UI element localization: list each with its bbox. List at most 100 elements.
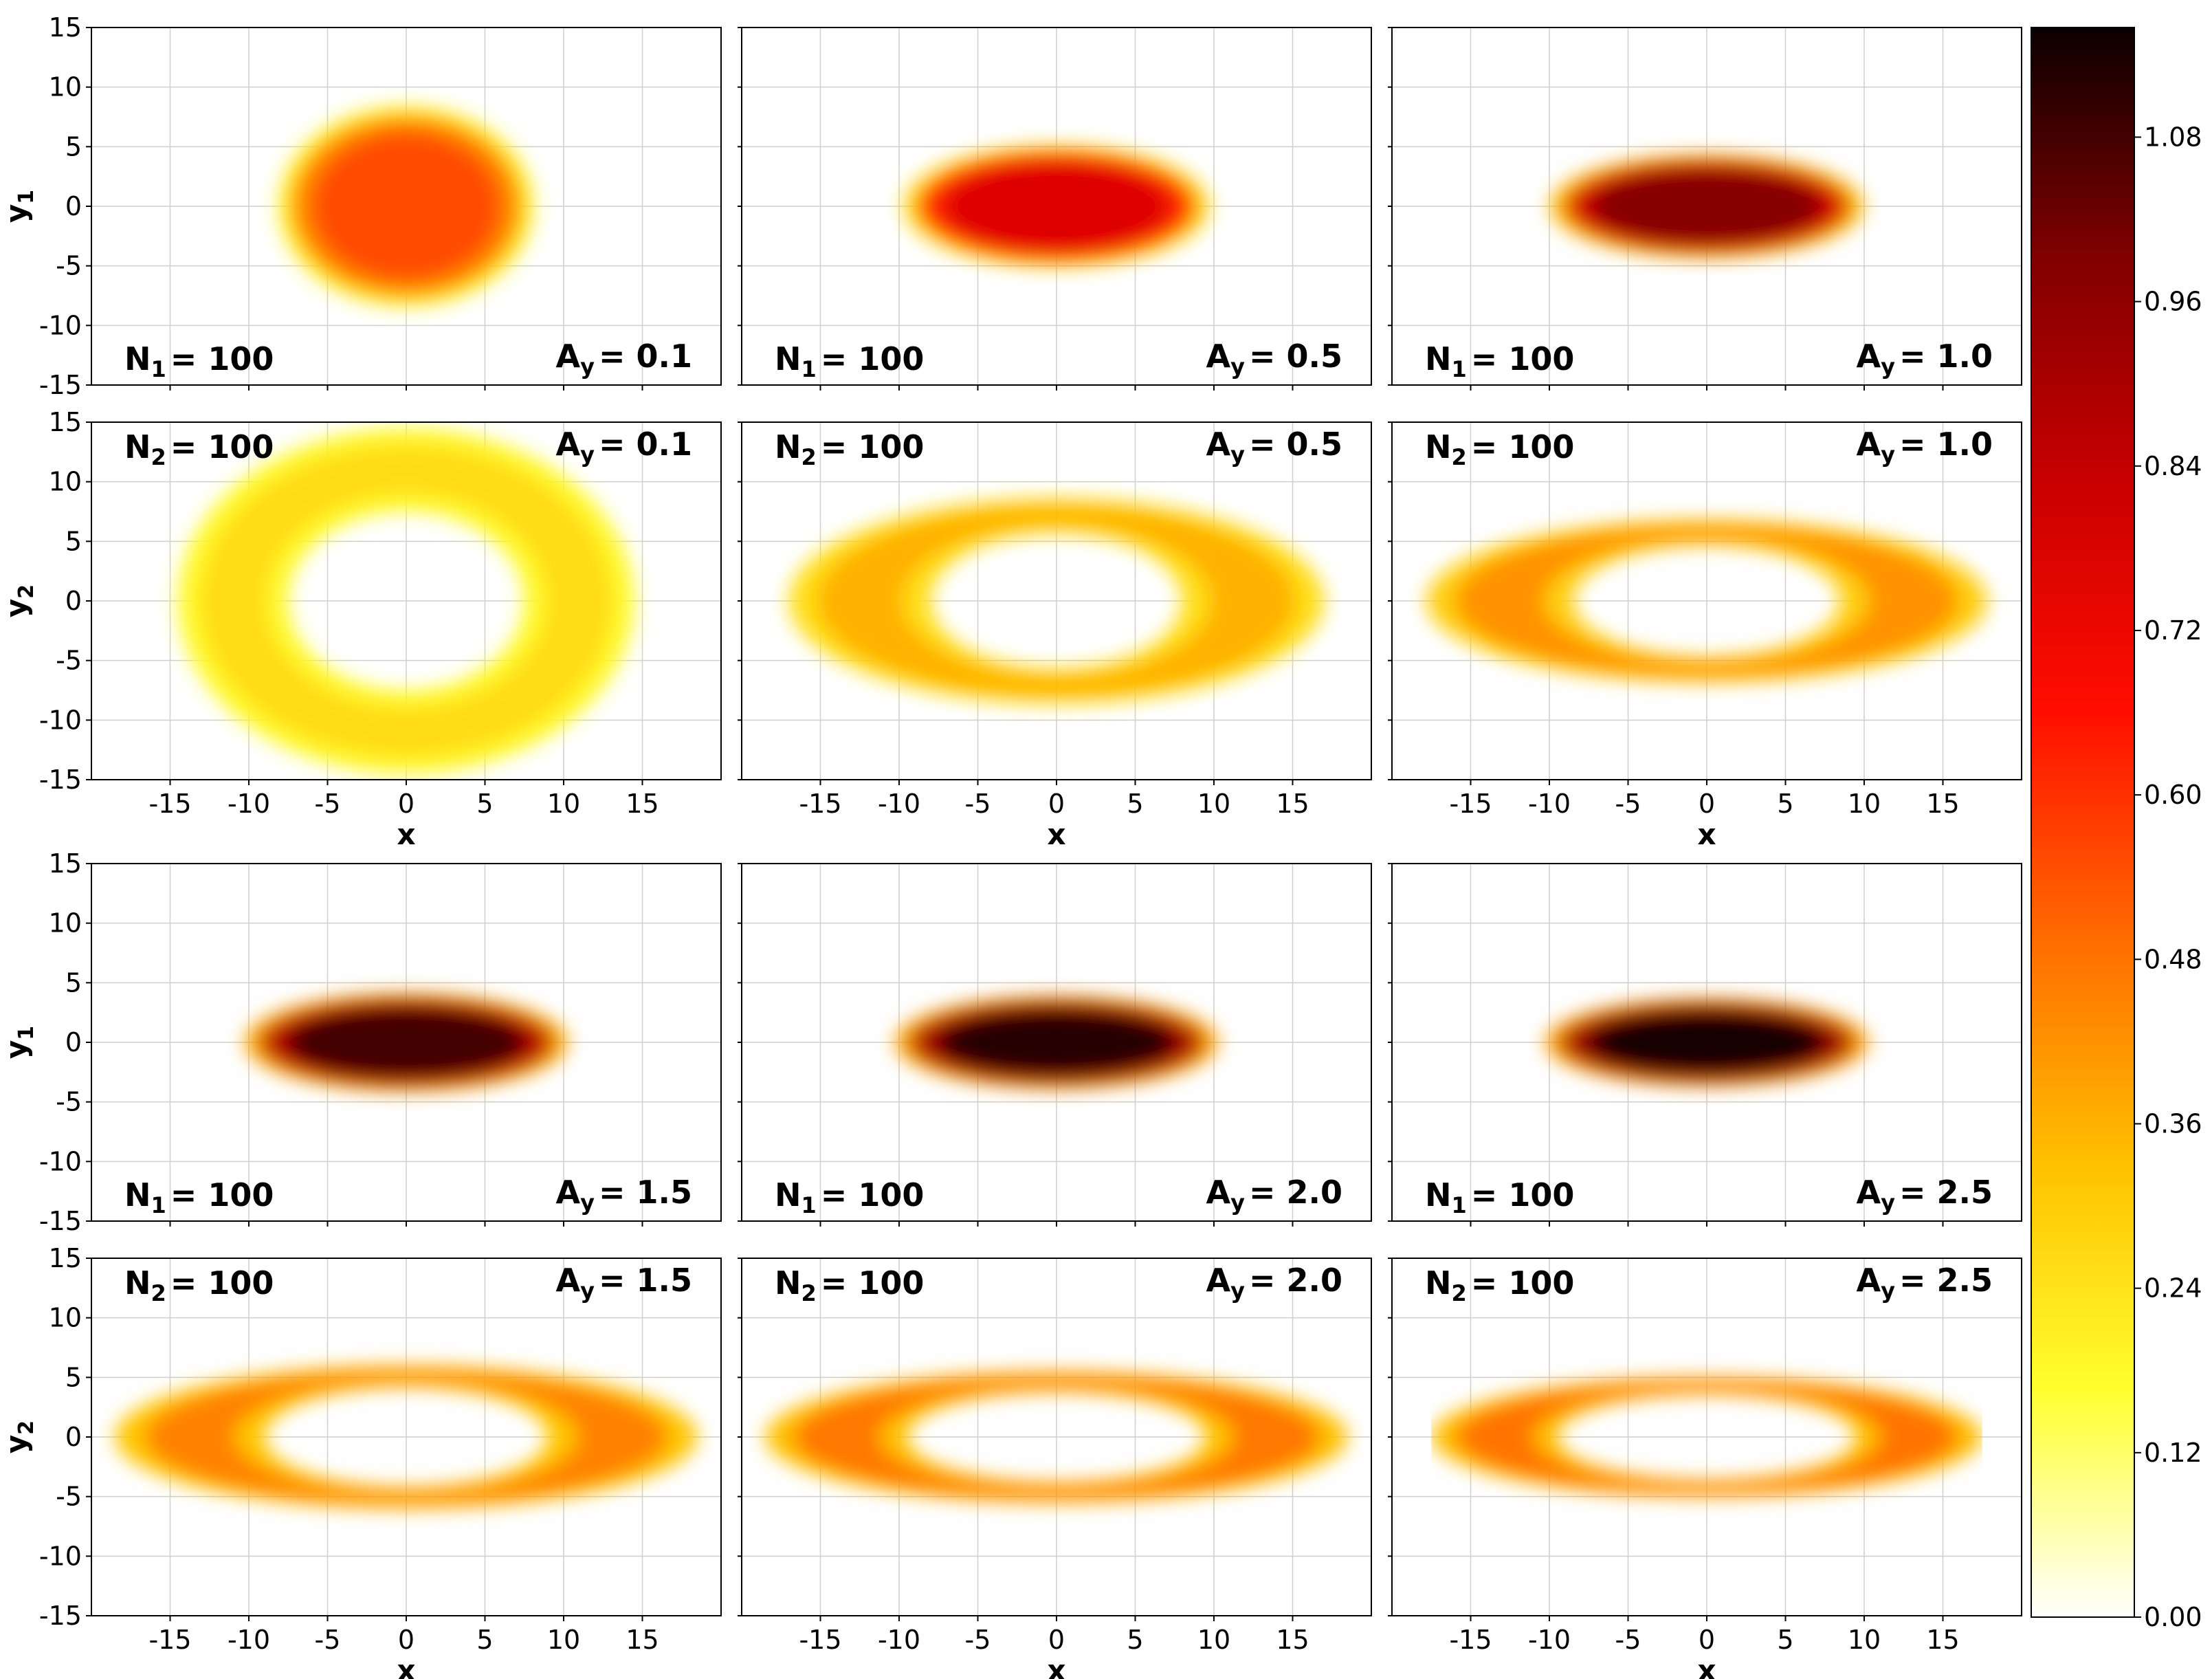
x-axis-label: x	[1047, 1654, 1065, 1679]
x-tick-label: 10	[547, 1625, 580, 1655]
x-tick-label: 10	[1197, 789, 1230, 819]
x-tick-label: -15	[799, 789, 841, 819]
panel-r3-c0: 15 10 5 0 -5 -10 -15 -15 -10 -5 0 5 10 15 x y2 N2 = 100 Ay…	[0, 1243, 722, 1679]
y-tick-label: 10	[49, 72, 82, 102]
panel-r1-c2: -15 -10 -5 0 5 10 15 x N2 = 100 Ay = 1.0	[1388, 421, 2022, 851]
density-map	[278, 105, 534, 307]
x-tick-label: 15	[626, 789, 659, 819]
n-annotation: N1 = 100	[124, 340, 274, 382]
density-core	[286, 1006, 527, 1079]
density-ring-core	[817, 505, 1296, 697]
x-tick-label: 10	[1848, 1625, 1881, 1655]
density-map	[765, 1371, 1348, 1503]
a-annotation: Ay = 0.5	[1206, 338, 1342, 380]
y-tick-label: 15	[49, 12, 82, 43]
n-annotation: N1 = 100	[1425, 1176, 1574, 1218]
a-annotation: Ay = 0.1	[555, 338, 692, 380]
y-tick-label: -10	[39, 705, 82, 735]
y-tick-label: 15	[49, 407, 82, 437]
y-tick-label: -5	[56, 1087, 82, 1117]
x-tick-label: 10	[1197, 1625, 1230, 1655]
panel-r0-c0: 15 10 5 0 -5 -10 -15 y1 N1 = 100 Ay = 0.1	[0, 12, 722, 400]
panel-r1-c1: -15 -10 -5 0 5 10 15 x N2 = 100 Ay = 0.5	[738, 421, 1372, 851]
a-annotation: Ay = 1.0	[1856, 338, 1993, 380]
x-tick-label: -15	[148, 1625, 191, 1655]
y-tick-label: -10	[39, 310, 82, 340]
x-tick-label: 0	[398, 789, 414, 819]
x-tick-label: -5	[1615, 1625, 1641, 1655]
y-axis-label: y2	[0, 584, 38, 617]
x-tick-label: 15	[1276, 1625, 1309, 1655]
x-tick-label: 15	[1926, 789, 1959, 819]
x-tick-label: 5	[476, 1625, 493, 1655]
n-annotation: N2 = 100	[124, 428, 274, 470]
y-tick-label: 10	[49, 908, 82, 939]
n-annotation: N2 = 100	[1425, 428, 1574, 470]
n-annotation: N1 = 100	[1425, 340, 1574, 382]
x-tick-label: 5	[1127, 1625, 1143, 1655]
x-axis-label: x	[397, 817, 415, 851]
y-tick-label: 10	[49, 467, 82, 497]
x-tick-label: -10	[1528, 789, 1571, 819]
colorbar-tick-label: 0.24	[2144, 1273, 2202, 1304]
x-tick-label: 0	[1699, 1625, 1715, 1655]
x-axis-label: x	[1697, 817, 1716, 851]
x-tick-label: 10	[547, 789, 580, 819]
x-tick-label: -15	[1449, 1625, 1492, 1655]
a-annotation: Ay = 2.0	[1206, 1262, 1342, 1304]
x-tick-label: -15	[1449, 789, 1492, 819]
panel-r3-c2: -15 -10 -5 0 5 10 15 x N2 = 100 Ay = 2.5	[1388, 1258, 2022, 1679]
x-tick-label: 0	[1048, 789, 1065, 819]
density-core	[936, 1008, 1177, 1077]
n-annotation: N1 = 100	[775, 340, 924, 382]
a-annotation: Ay = 1.5	[555, 1174, 692, 1216]
density-map	[895, 996, 1218, 1089]
y-tick-label: 10	[49, 1303, 82, 1333]
n-annotation: N2 = 100	[775, 1264, 924, 1306]
x-axis-label: x	[1047, 817, 1065, 851]
a-annotation: Ay = 1.5	[555, 1262, 692, 1304]
a-annotation: Ay = 2.5	[1856, 1262, 1993, 1304]
density-map	[1431, 1377, 1982, 1497]
y-tick-label: 5	[65, 1362, 82, 1392]
n-annotation: N1 = 100	[775, 1176, 924, 1218]
x-tick-label: -10	[1528, 1625, 1571, 1655]
n-annotation: N2 = 100	[1425, 1264, 1574, 1306]
x-tick-label: 5	[476, 789, 493, 819]
x-tick-label: 0	[1048, 1625, 1065, 1655]
density-map	[1426, 520, 1987, 682]
x-tick-label: -10	[878, 789, 920, 819]
x-tick-label: -5	[965, 789, 991, 819]
panel-r2-c0: 15 10 5 0 -5 -10 -15 y1 N1 = 100 Ay = 1.5	[0, 848, 722, 1236]
colorbar-tick-label: 0.60	[2144, 780, 2202, 810]
y-tick-label: -15	[39, 1206, 82, 1236]
x-tick-label: -15	[799, 1625, 841, 1655]
y-tick-label: 0	[65, 191, 82, 221]
density-map	[788, 498, 1325, 704]
a-annotation: Ay = 0.5	[1206, 426, 1342, 468]
n-annotation: N1 = 100	[124, 1176, 274, 1218]
panel-r3-c1: -15 -10 -5 0 5 10 15 x N2 = 100 Ay = 2.0	[738, 1258, 1372, 1679]
n-annotation: N2 = 100	[775, 428, 924, 470]
panel-r1-c0: 15 10 5 0 -5 -10 -15 -15 -10 -5 0 5 10 15 x y2 N2 = 100 Ay…	[0, 407, 722, 851]
a-annotation: Ay = 2.5	[1856, 1174, 1993, 1216]
y-tick-label: -15	[39, 765, 82, 795]
x-tick-label: -10	[228, 1625, 270, 1655]
density-map	[115, 1365, 698, 1509]
y-tick-label: -5	[56, 251, 82, 281]
x-tick-label: -5	[315, 789, 341, 819]
x-tick-label: -10	[228, 789, 270, 819]
x-tick-label: -5	[1615, 789, 1641, 819]
panel-r0-c2: N1 = 100 Ay = 1.0	[1388, 27, 2022, 391]
y-tick-label: 5	[65, 131, 82, 162]
a-annotation: Ay = 2.0	[1206, 1174, 1342, 1216]
colorbar-tick-label: 0.96	[2144, 287, 2202, 317]
x-axis-label: x	[1697, 1654, 1716, 1679]
colorbar-tick-label: 0.48	[2144, 944, 2202, 974]
density-ring-core	[200, 444, 612, 758]
colorbar-tick-label: 0.00	[2144, 1602, 2202, 1632]
panel-r0-c1: N1 = 100 Ay = 0.5	[738, 27, 1372, 391]
density-core	[311, 131, 501, 281]
x-tick-label: -5	[965, 1625, 991, 1655]
colorbar-tick-label: 0.84	[2144, 451, 2202, 481]
